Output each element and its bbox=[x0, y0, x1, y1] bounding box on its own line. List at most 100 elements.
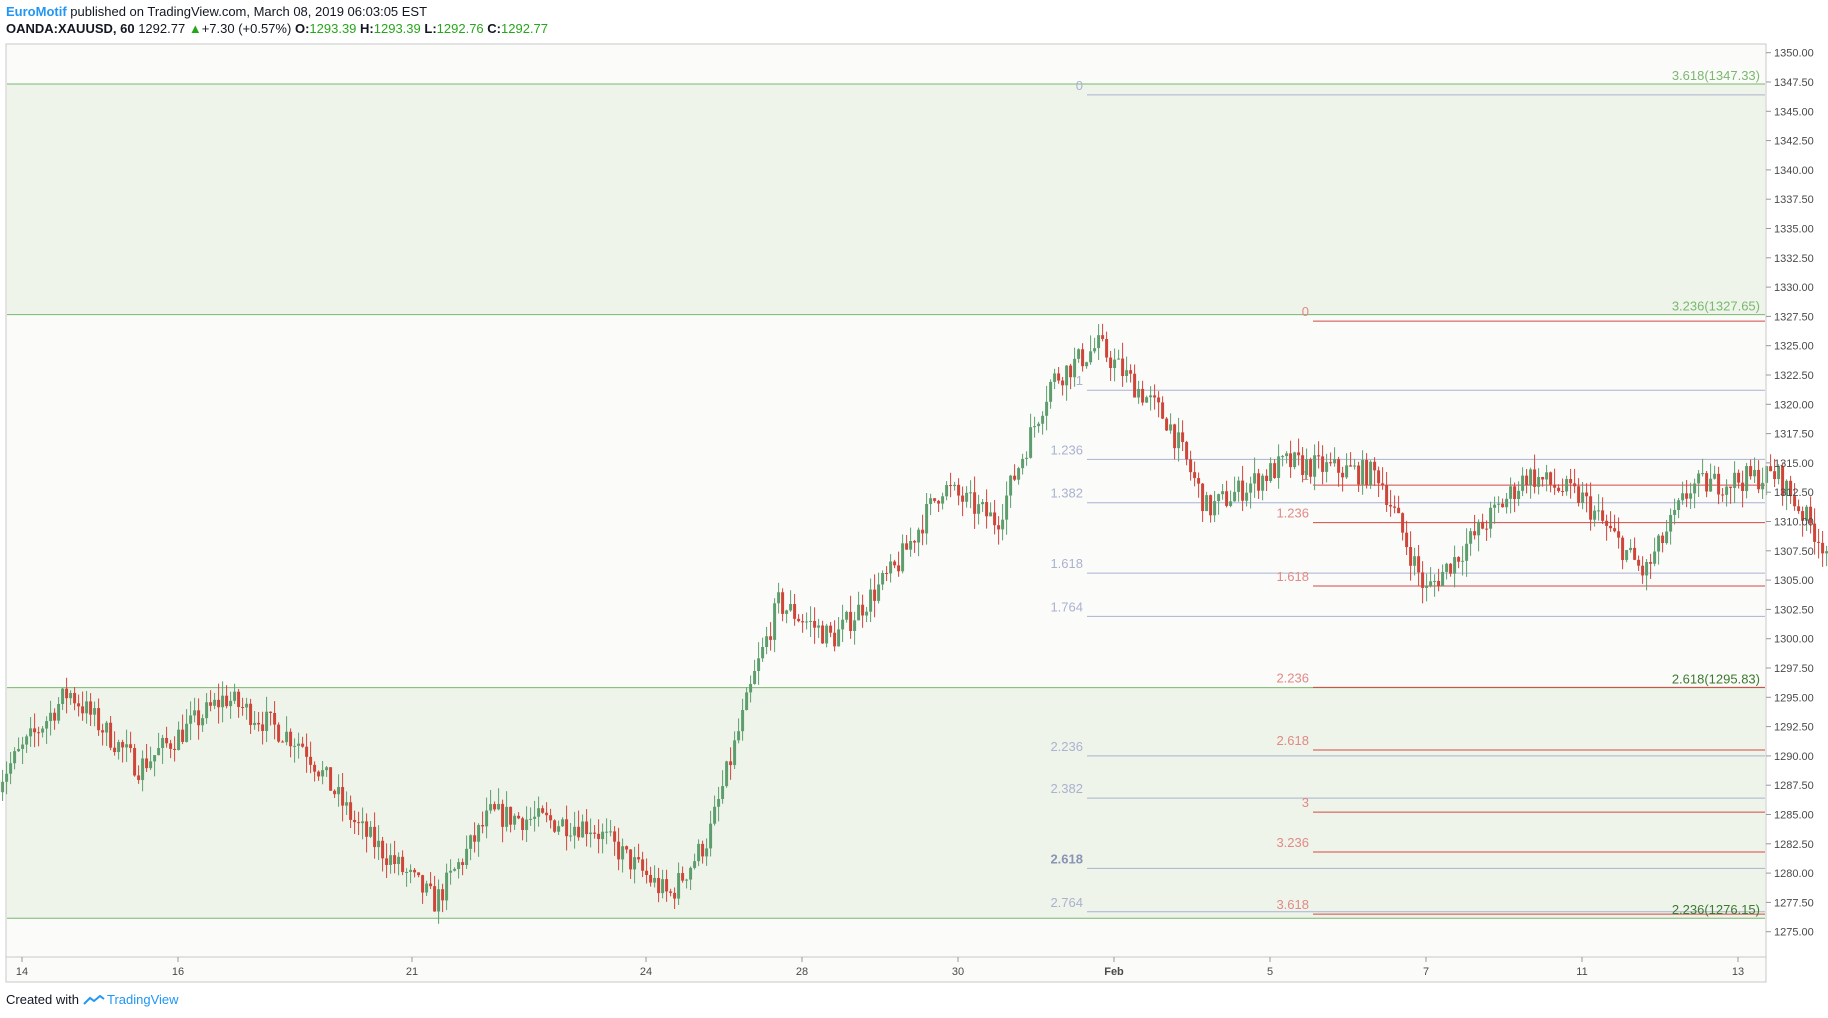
zone-label: 3.236(1327.65) bbox=[1672, 299, 1760, 314]
candle-body bbox=[685, 879, 689, 881]
candle-body bbox=[1593, 510, 1597, 520]
candle-body bbox=[1805, 506, 1809, 521]
candle-body bbox=[1269, 463, 1273, 481]
candle-body bbox=[1481, 521, 1485, 529]
price-tick-label: 1330.00 bbox=[1774, 282, 1814, 294]
candle-body bbox=[109, 722, 113, 748]
candle-body bbox=[45, 721, 49, 729]
candle-body bbox=[317, 771, 321, 777]
candle-body bbox=[269, 711, 273, 713]
candle-body bbox=[1129, 370, 1133, 374]
candle-body bbox=[1665, 531, 1669, 544]
price-tick-label: 1345.00 bbox=[1774, 106, 1814, 118]
candle-body bbox=[233, 691, 237, 701]
candle-body bbox=[1073, 358, 1077, 378]
candle-body bbox=[1369, 461, 1373, 486]
candle-body bbox=[1141, 388, 1145, 403]
candle-body bbox=[5, 773, 9, 782]
candle-body bbox=[873, 589, 877, 601]
candle-body bbox=[841, 619, 845, 630]
tradingview-brand[interactable]: TradingView bbox=[106, 992, 179, 1007]
candle-body bbox=[1313, 455, 1317, 477]
candle-body bbox=[1549, 472, 1553, 485]
price-tick-label: 1300.00 bbox=[1774, 634, 1814, 646]
candle-body bbox=[1077, 349, 1081, 359]
candle-body bbox=[937, 500, 941, 504]
candle-body bbox=[1689, 493, 1693, 499]
candle-body bbox=[1205, 495, 1209, 512]
candle-body bbox=[1465, 543, 1469, 561]
candle-body bbox=[1681, 493, 1685, 501]
candle-body bbox=[425, 883, 429, 893]
candle-body bbox=[897, 565, 901, 572]
candle-body bbox=[449, 870, 453, 873]
price-tick-label: 1280.00 bbox=[1774, 868, 1814, 880]
candle-body bbox=[773, 603, 777, 640]
candle-body bbox=[237, 691, 241, 707]
candle-body bbox=[577, 826, 581, 838]
published-text: published on TradingView.com, March 08, … bbox=[70, 4, 428, 19]
candle-body bbox=[349, 802, 353, 820]
candle-body bbox=[1721, 494, 1725, 496]
up-arrow-icon: ▲ bbox=[188, 21, 202, 36]
candle-body bbox=[17, 748, 21, 752]
candle-body bbox=[217, 699, 221, 708]
candle-body bbox=[1405, 532, 1409, 548]
candle-body bbox=[857, 604, 861, 621]
candle-body bbox=[845, 611, 849, 620]
candle-body bbox=[713, 806, 717, 824]
candle-body bbox=[1065, 365, 1069, 386]
candle-body bbox=[1365, 460, 1369, 486]
candle-body bbox=[657, 877, 661, 894]
candle-body bbox=[585, 821, 589, 835]
author-link[interactable]: EuroMotif bbox=[6, 4, 67, 19]
price-tick-label: 1332.50 bbox=[1774, 253, 1814, 265]
candle-body bbox=[1437, 580, 1441, 587]
candle-body bbox=[1373, 461, 1377, 471]
candle-body bbox=[701, 843, 705, 857]
candle-body bbox=[1761, 482, 1765, 490]
candle-body bbox=[189, 715, 193, 724]
candle-body bbox=[1329, 462, 1333, 464]
candle-body bbox=[597, 833, 601, 840]
candle-body bbox=[921, 529, 925, 534]
candle-body bbox=[429, 883, 433, 887]
candle-body bbox=[1825, 551, 1828, 554]
candle-body bbox=[1777, 466, 1781, 480]
candle-body bbox=[365, 821, 369, 837]
candle-body bbox=[1685, 493, 1689, 499]
candle-body bbox=[817, 625, 821, 628]
candle-body bbox=[61, 688, 65, 704]
candle-body bbox=[633, 857, 637, 870]
candle-body bbox=[1289, 453, 1293, 468]
candle-body bbox=[1261, 475, 1265, 491]
candle-body bbox=[649, 874, 653, 883]
candle-body bbox=[1753, 469, 1757, 477]
candle-body bbox=[345, 802, 349, 806]
candle-body bbox=[1197, 478, 1201, 484]
candle-body bbox=[289, 731, 293, 747]
price-axis[interactable]: 1350.00 1347.50 1345.00 1342.50 1340.00 1337.… bbox=[1766, 48, 1814, 939]
candle-body bbox=[1477, 521, 1481, 536]
price-tick-label: 1342.50 bbox=[1774, 136, 1814, 148]
candle-body bbox=[953, 484, 957, 487]
candle-body bbox=[729, 761, 733, 766]
candle-body bbox=[973, 492, 977, 514]
candle-body bbox=[813, 620, 817, 628]
candle-body bbox=[1765, 466, 1769, 483]
price-tick-label: 1337.50 bbox=[1774, 194, 1814, 206]
candle-body bbox=[417, 872, 421, 876]
candle-body bbox=[1561, 491, 1565, 493]
time-axis[interactable]: 141621242830Feb57111318212527Mar571113 bbox=[16, 957, 1828, 978]
candle-body bbox=[1793, 496, 1797, 507]
candle-body bbox=[901, 543, 905, 572]
candle-body bbox=[553, 820, 557, 832]
candle-body bbox=[25, 736, 29, 745]
candle-body bbox=[1181, 432, 1185, 442]
candle-body bbox=[625, 846, 629, 850]
candle-body bbox=[1781, 466, 1785, 496]
candle-body bbox=[1501, 503, 1505, 508]
price-tick-label: 1275.00 bbox=[1774, 927, 1814, 939]
candle-body bbox=[1717, 473, 1721, 495]
